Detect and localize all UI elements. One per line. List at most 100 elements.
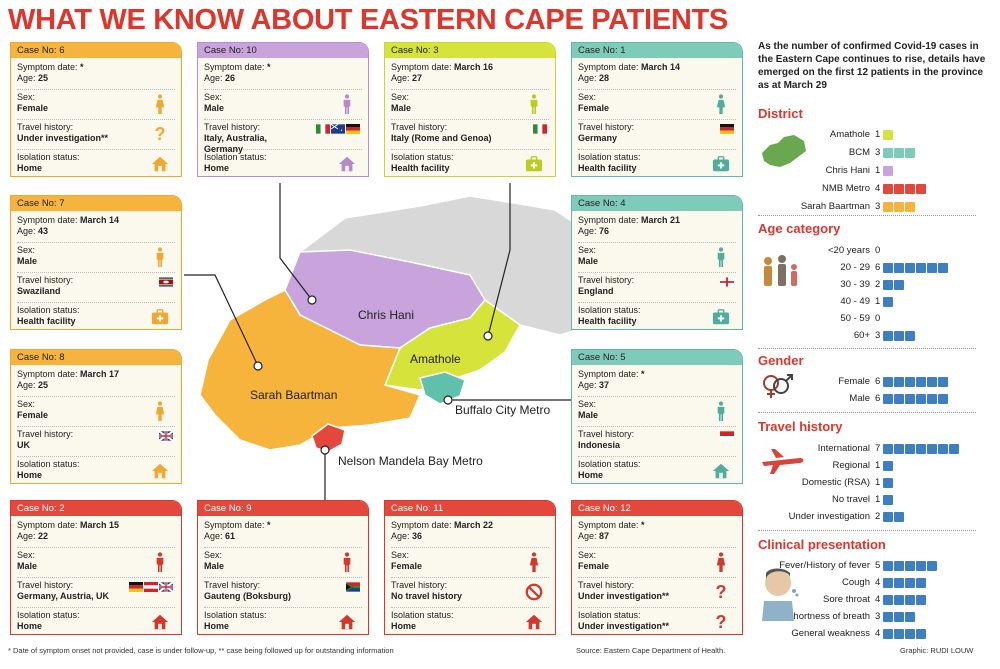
age-label: Age:: [578, 226, 597, 236]
sex-label: Sex:: [204, 92, 223, 102]
southafrica-flag-icon: [346, 582, 360, 592]
count-block: [883, 280, 893, 290]
stat-count: 3: [875, 330, 881, 341]
stat-count: 1: [875, 129, 881, 140]
count-block: [894, 561, 904, 571]
isolation-label: Isolation status:: [204, 152, 267, 162]
divider: [758, 215, 976, 216]
case-card: Case No: 2 Symptom date: March 15 Age: 2…: [10, 500, 182, 635]
count-block: [905, 444, 915, 454]
sex-value: Female: [391, 561, 423, 571]
symptom-date: March 17: [80, 369, 120, 379]
count-block: [905, 331, 915, 341]
travel-value: Under investigation**: [17, 133, 109, 143]
travel-flags: [720, 277, 734, 287]
count-block: [883, 166, 893, 176]
age-line: Age: 87: [578, 531, 736, 542]
isolation-label: Isolation status:: [578, 610, 641, 620]
male-person-icon: [710, 246, 732, 268]
count-block: [905, 595, 915, 605]
symptom-date-line: Symptom date: March 17: [17, 369, 119, 379]
symptom-date-line: Symptom date: March 16: [391, 62, 493, 72]
age-value: 87: [599, 531, 610, 541]
divider: [758, 530, 976, 531]
travel-value: Italy, Australia, Germany: [204, 133, 268, 154]
england-flag-icon: [720, 277, 734, 287]
case-card: Case No: 12 Symptom date: * Age: 87 Sex:…: [571, 500, 743, 635]
isolation-value: Health facility: [578, 163, 637, 173]
stat-name: Regional: [832, 460, 871, 471]
age-value: 61: [225, 531, 236, 541]
stat-name: 60+: [853, 330, 870, 341]
travel-label: Travel history:: [578, 429, 635, 439]
count-block: [894, 394, 904, 404]
isolation-label: Isolation status:: [578, 152, 641, 162]
age-value: 22: [38, 531, 49, 541]
age-value: 37: [599, 380, 610, 390]
symptom-date-line: Symptom date: March 14: [17, 215, 119, 225]
stat-row: 40 - 49 1: [758, 295, 996, 309]
sex-label: Sex:: [17, 399, 36, 409]
count-block: [883, 377, 893, 387]
age-line: Age: 22: [17, 531, 175, 542]
stat-name: Domestic (RSA): [801, 477, 870, 488]
stat-count: 4: [875, 628, 881, 639]
stat-name: 30 - 39: [840, 279, 870, 290]
stat-row: 60+ 3: [758, 329, 996, 343]
symptom-date: March 15: [80, 520, 120, 530]
travel-flags: [346, 582, 360, 592]
symptom-date: March 16: [454, 62, 494, 72]
isolation-label: Isolation status:: [17, 459, 80, 469]
travel-value: Swaziland: [17, 286, 61, 296]
count-block: [916, 595, 926, 605]
count-block: [883, 612, 893, 622]
family-icon: [764, 255, 797, 286]
stat-bar: [883, 595, 926, 605]
stat-name: 40 - 49: [840, 296, 870, 307]
age-line: Age: 37: [578, 380, 736, 391]
stat-name: <20 years: [828, 245, 870, 256]
age-value: 27: [412, 73, 423, 83]
stat-count: 1: [875, 296, 881, 307]
stat-bar: [883, 495, 893, 505]
symptom-date-line: Symptom date: March 14: [578, 62, 680, 72]
symptom-date-line: Symptom date: March 22: [391, 520, 493, 530]
stat-row: Female 6: [758, 375, 996, 389]
stat-name: Under investigation: [788, 511, 870, 522]
symptom-label: Symptom date:: [17, 215, 78, 225]
italy-flag-icon: [533, 124, 547, 134]
sex-value: Male: [17, 561, 38, 571]
count-block: [894, 629, 904, 639]
female-person-icon: [523, 551, 545, 573]
male-person-icon: [149, 551, 171, 573]
sex-value: Male: [391, 103, 412, 113]
stat-name: BCM: [848, 147, 870, 158]
sex-label: Sex:: [17, 245, 36, 255]
austria-flag-icon: [144, 582, 158, 592]
travel-label: Travel history:: [17, 429, 74, 439]
age-label: Age:: [578, 531, 597, 541]
count-block: [905, 629, 915, 639]
case-number: Case No: 4: [572, 196, 742, 211]
age-line: Age: 25: [17, 380, 175, 391]
sex-label: Sex:: [204, 550, 223, 560]
swaziland-flag-icon: [159, 277, 173, 287]
age-heading: Age category: [758, 221, 841, 236]
case-card: Case No: 5 Symptom date: * Age: 37 Sex: …: [571, 349, 743, 484]
case-card: Case No: 10 Symptom date: * Age: 26 Sex:…: [197, 42, 369, 177]
stat-name: Sore throat: [823, 594, 870, 605]
sex-label: Sex:: [391, 92, 410, 102]
travel-flags: [129, 581, 174, 593]
stat-name: Cough: [842, 577, 870, 588]
stat-bar: [883, 461, 893, 471]
female-person-icon: [149, 400, 171, 422]
symptom-label: Symptom date:: [578, 369, 639, 379]
travel-label: Travel history:: [204, 580, 261, 590]
isolation-label: Isolation status:: [17, 610, 80, 620]
divider: [758, 412, 976, 413]
italy-flag-icon: [316, 124, 330, 134]
district-section: District Amathole 1 BCM 3 Chris Hani 1 N…: [758, 106, 996, 212]
age-value: 36: [412, 531, 423, 541]
isolation-label: Isolation status:: [204, 610, 267, 620]
isolation-value: Health facility: [391, 163, 450, 173]
